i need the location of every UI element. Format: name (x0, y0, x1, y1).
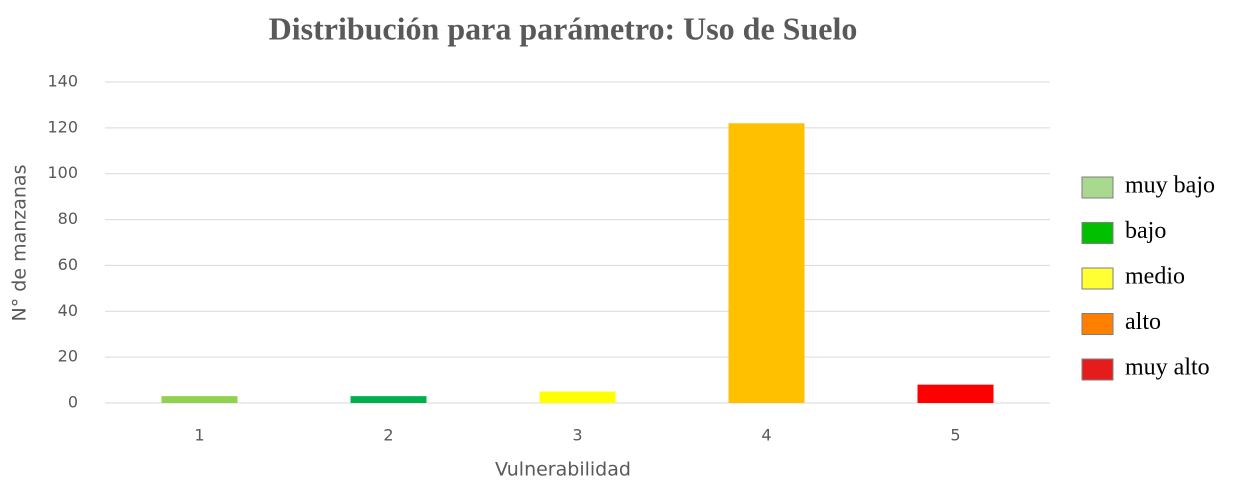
y-tick-label: 80 (58, 209, 78, 228)
legend-label: muy bajo (1125, 173, 1215, 199)
legend-swatch (1081, 176, 1114, 199)
x-axis-label: Vulnerabilidad (495, 459, 631, 481)
legend-label: medio (1125, 264, 1185, 290)
legend-label: bajo (1125, 218, 1166, 244)
x-tick-label: 3 (572, 426, 582, 445)
y-tick-label: 100 (47, 163, 78, 182)
y-tick-label: 140 (47, 72, 78, 91)
x-tick-label: 1 (194, 426, 204, 445)
bar (161, 396, 238, 403)
legend-label: alto (1125, 309, 1161, 335)
legend-swatch (1081, 313, 1114, 335)
y-axis-label: N° de manzanas (9, 165, 31, 322)
y-tick-label: 120 (47, 117, 78, 136)
chart-title: Distribución para parámetro: Uso de Suel… (269, 10, 858, 46)
bar (728, 123, 805, 404)
bar (917, 384, 994, 403)
y-tick-label: 40 (58, 301, 78, 320)
legend-swatch (1081, 358, 1114, 381)
x-tick-label: 2 (383, 426, 393, 445)
y-tick-label: 0 (68, 393, 78, 412)
bar (539, 391, 616, 403)
legend-swatch (1081, 267, 1114, 290)
legend-swatch (1081, 222, 1114, 244)
x-tick-label: 5 (950, 426, 960, 445)
y-tick-label: 20 (58, 347, 78, 366)
x-tick-label: 4 (761, 426, 771, 445)
y-tick-label: 60 (58, 255, 78, 274)
legend-label: muy alto (1125, 355, 1210, 381)
bar (350, 396, 427, 403)
